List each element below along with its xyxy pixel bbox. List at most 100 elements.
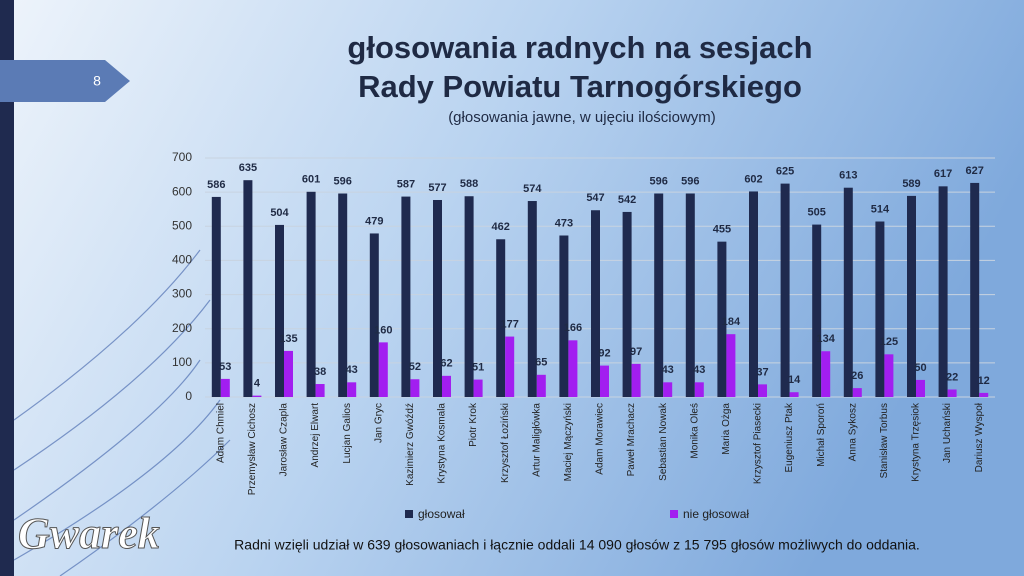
- x-tick-label: Michał Sporoń: [816, 403, 827, 467]
- x-tick-label: Kazimierz Gwóźdź: [405, 403, 416, 486]
- data-label: 625: [776, 166, 794, 178]
- data-label: 43: [693, 364, 705, 376]
- data-label: 602: [744, 173, 762, 185]
- chart-subtitle: (głosowania jawne, w ujęciu ilościowym): [448, 109, 716, 126]
- y-tick-label: 200: [172, 321, 192, 335]
- y-tick-label: 0: [185, 389, 192, 403]
- bar: [505, 336, 515, 397]
- data-label: 12: [978, 375, 990, 387]
- bar: [947, 389, 957, 397]
- bar: [758, 384, 767, 397]
- bar: [378, 342, 388, 397]
- bar: [410, 379, 420, 397]
- bar: [812, 224, 822, 397]
- bar: [749, 191, 758, 397]
- x-tick-label: Krzysztof Piasecki: [753, 403, 764, 484]
- data-label: 586: [207, 179, 225, 191]
- bar: [631, 363, 641, 397]
- slide-number: 8: [93, 73, 101, 89]
- x-tick-label: Krystyna Trzęsiok: [911, 402, 922, 482]
- y-tick-label: 600: [172, 184, 192, 198]
- bar: [464, 196, 474, 397]
- data-label: 627: [966, 165, 984, 177]
- bar: [347, 382, 357, 397]
- data-label: 184: [722, 316, 741, 328]
- data-label: 14: [788, 374, 801, 386]
- bar: [275, 224, 284, 397]
- bar: [717, 241, 727, 397]
- legend-swatch: [405, 510, 413, 518]
- data-label: 589: [902, 178, 920, 190]
- bar: [685, 193, 695, 397]
- data-label: 455: [713, 224, 731, 236]
- y-tick-label: 500: [172, 218, 192, 232]
- x-tick-label: Jarosław Czapla: [279, 403, 290, 477]
- data-label: 613: [839, 170, 857, 182]
- bar: [789, 392, 799, 397]
- data-label: 587: [397, 178, 415, 190]
- data-label: 52: [409, 361, 421, 373]
- x-tick-label: Krystyna Kosmala: [437, 403, 448, 484]
- x-tick-label: Sebastian Nowak: [658, 402, 669, 481]
- chart-title: głosowania radnych na sesjach: [347, 30, 812, 65]
- data-label: 617: [934, 168, 952, 180]
- y-tick-label: 400: [172, 253, 192, 267]
- data-label: 596: [681, 175, 699, 187]
- data-label: 505: [808, 206, 826, 218]
- x-tick-label: Andrzej Elwart: [310, 403, 321, 468]
- x-tick-label: Piotr Krok: [468, 402, 479, 447]
- x-tick-label: Anna Sykosz: [847, 403, 858, 461]
- data-label: 635: [239, 162, 257, 174]
- y-tick-label: 100: [172, 355, 192, 369]
- data-label: 479: [365, 215, 383, 227]
- data-label: 51: [472, 361, 484, 373]
- bar: [559, 235, 569, 397]
- legend-swatch: [670, 510, 678, 518]
- data-label: 588: [460, 178, 478, 190]
- x-tick-label: Jan Gryc: [373, 403, 384, 443]
- bar: [654, 193, 664, 397]
- data-label: 542: [618, 194, 636, 206]
- data-label: 166: [564, 322, 582, 334]
- bar: [527, 201, 537, 397]
- bar: [252, 395, 262, 397]
- data-label: 473: [555, 217, 573, 229]
- x-tick-label: Artur Maligłówka: [531, 403, 542, 477]
- bar: [916, 379, 925, 397]
- bar: [338, 193, 348, 397]
- bar: [694, 382, 704, 397]
- legend-label: głosował: [418, 507, 465, 521]
- x-tick-label: Jan Uchański: [942, 403, 953, 463]
- x-tick-label: Maciej Mączyński: [563, 403, 574, 481]
- bar: [473, 379, 483, 397]
- data-label: 22: [946, 371, 958, 383]
- bar: [600, 365, 609, 397]
- bar: [401, 196, 411, 397]
- data-label: 596: [650, 175, 668, 187]
- bar: [622, 211, 632, 397]
- bar: [536, 374, 546, 397]
- data-label: 92: [598, 347, 610, 359]
- chart-title: Rady Powiatu Tarnogórskiego: [358, 69, 802, 104]
- y-tick-label: 700: [172, 150, 192, 164]
- data-label: 134: [817, 333, 836, 345]
- left-strip: [0, 0, 14, 576]
- y-tick-label: 300: [172, 287, 192, 301]
- slide-number-arrow: [0, 60, 130, 102]
- x-tick-label: Stanisław Torbus: [879, 403, 890, 478]
- bar: [726, 334, 736, 397]
- logo: Gwarek: [18, 509, 160, 558]
- bar: [821, 351, 831, 397]
- bar: [315, 384, 325, 397]
- bar: [852, 388, 862, 397]
- data-label: 50: [914, 362, 926, 374]
- x-tick-label: Paweł Mrachacz: [626, 403, 637, 476]
- bar: [284, 350, 293, 397]
- x-tick-label: Maria Ożga: [721, 403, 732, 455]
- x-tick-label: Krzysztof Łoziński: [500, 403, 511, 483]
- data-label: 125: [880, 336, 898, 348]
- bar: [938, 186, 948, 397]
- chart: 0 100 200 300 400 500 600 700 Adam Chmiel 586 53 Pr…: [172, 150, 995, 521]
